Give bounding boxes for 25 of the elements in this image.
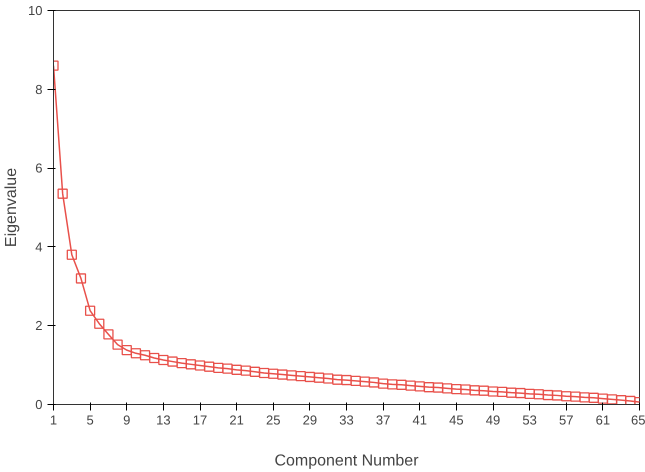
x-tick-label: 45: [449, 412, 464, 428]
x-axis-title: Component Number: [274, 452, 420, 470]
x-tick-label: 33: [339, 412, 354, 428]
y-tick-label: 2: [35, 318, 43, 334]
x-tick-label: 25: [266, 412, 280, 428]
y-tick-label: 0: [35, 397, 43, 412]
x-tick-label: 37: [376, 412, 390, 428]
x-tick-label: 9: [123, 412, 130, 428]
x-tick-label: 17: [192, 412, 208, 428]
x-tick-label: 65: [631, 412, 645, 428]
x-tick-label: 1: [50, 412, 58, 428]
x-tick-label: 61: [596, 412, 610, 428]
x-tick-label: 53: [522, 412, 537, 428]
x-tick-label: 57: [559, 412, 574, 428]
x-tick-label: 21: [229, 412, 244, 428]
x-tick-label: 29: [302, 412, 318, 428]
y-axis-title: Eigenvalue: [3, 168, 20, 248]
y-tick-label: 8: [35, 82, 43, 97]
y-tick-label: 4: [35, 239, 43, 254]
y-tick-label: 6: [35, 160, 43, 176]
x-tick-label: 41: [412, 412, 427, 428]
y-tick-label: 10: [28, 3, 43, 18]
x-tick-label: 13: [156, 412, 171, 428]
x-tick-label: 5: [86, 412, 94, 428]
x-tick-label: 49: [486, 412, 500, 428]
